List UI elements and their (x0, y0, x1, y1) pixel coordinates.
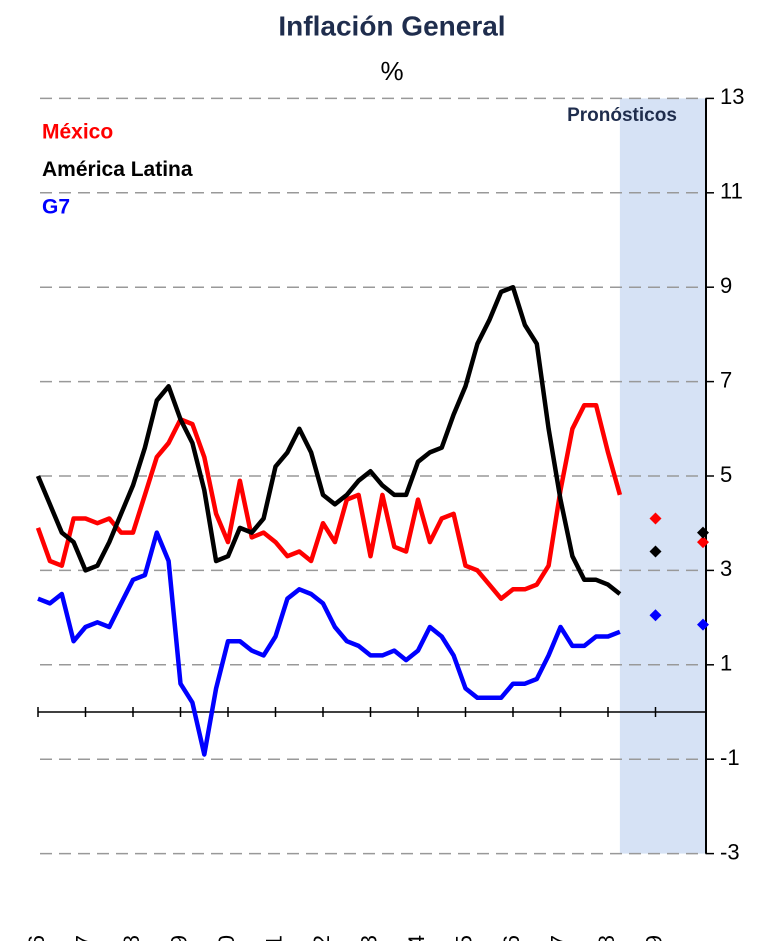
x-tick-label: 2010 (214, 935, 239, 941)
forecast-marker (697, 536, 709, 549)
lines (35, 284, 709, 757)
y-tick-label: -3 (720, 839, 740, 864)
forecast-marker (649, 545, 662, 558)
x-tick-label: 2017 (546, 935, 571, 941)
y-tick-label: 3 (720, 556, 732, 581)
x-tick-label: 2009 (166, 935, 191, 941)
forecast-marker (697, 526, 709, 539)
series-line (35, 402, 623, 601)
y-tick-label: 9 (720, 273, 732, 298)
x-tick-label: 2008 (119, 935, 144, 941)
y-tick-label: -1 (720, 745, 740, 770)
forecast-marker (697, 618, 709, 631)
y-tick-label: 7 (720, 367, 732, 392)
chart-title: Inflación General (278, 10, 505, 41)
legend-entry: G7 (42, 196, 70, 219)
x-tick-label: 2014 (404, 935, 429, 941)
legend-entry: México (42, 121, 113, 144)
x-tick-label: 2013 (356, 935, 381, 941)
x-tick-label: 2012 (309, 935, 334, 941)
x-tick-label: 2011 (261, 935, 286, 941)
y-tick-label: 11 (720, 179, 743, 204)
x-tick-label: 2019 (641, 935, 666, 941)
x-tick-label: 2006 (24, 935, 49, 941)
y-tick-label: 5 (720, 462, 732, 487)
x-tick-label: 2007 (71, 935, 96, 941)
y-tick-label: 1 (720, 651, 732, 676)
x-tick-label: 2016 (499, 935, 524, 941)
x-tick-label: 2018 (594, 935, 619, 941)
series-line (37, 530, 621, 757)
legend-entry: América Latina (42, 158, 193, 181)
forecast-annotation: Pronósticos (567, 105, 677, 126)
chart-subtitle: % (380, 56, 403, 86)
series-line (35, 284, 622, 596)
forecast-marker (649, 512, 662, 525)
forecast-marker (649, 609, 662, 622)
y-tick-label: 13 (720, 84, 744, 109)
x-tick-label: 2015 (451, 935, 476, 941)
